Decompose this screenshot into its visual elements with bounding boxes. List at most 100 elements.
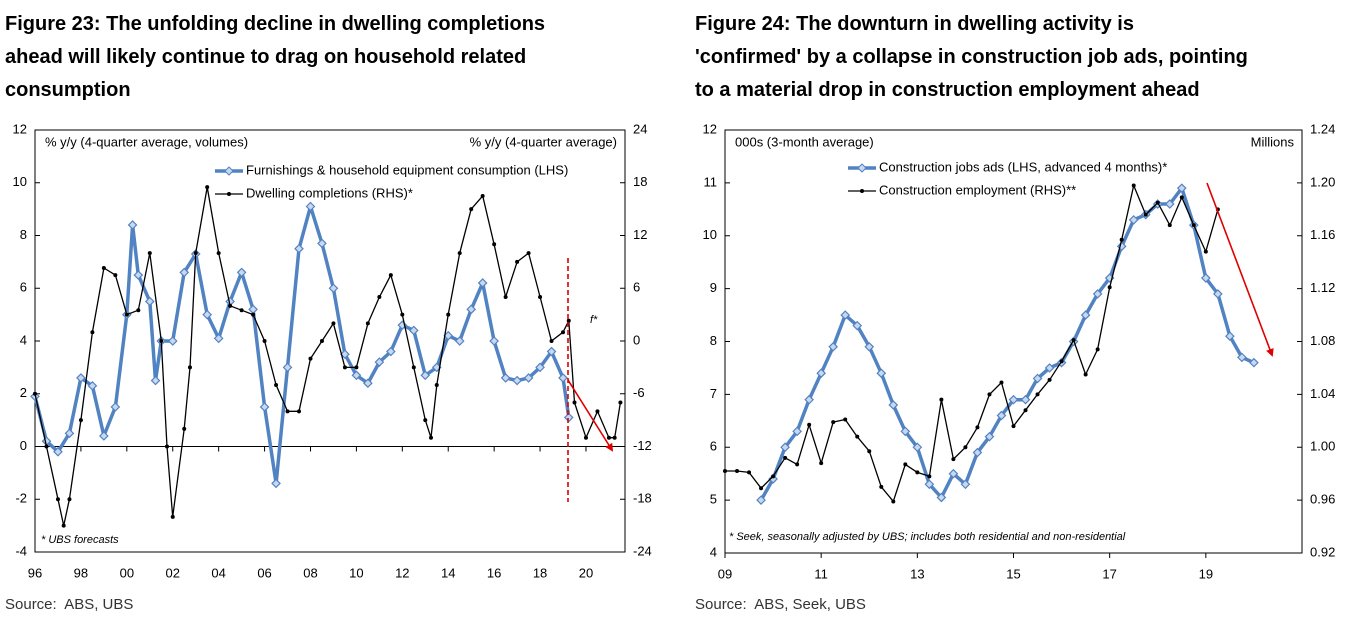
data-marker <box>305 201 316 212</box>
data-marker <box>900 426 911 437</box>
data-marker <box>888 400 899 410</box>
data-marker <box>783 455 788 460</box>
data-marker <box>90 330 95 335</box>
data-marker <box>972 447 983 458</box>
data-marker <box>187 365 192 370</box>
data-marker <box>182 426 187 431</box>
y-tick-label: 8 <box>710 333 717 348</box>
data-marker <box>147 251 152 256</box>
data-marker <box>1008 394 1019 405</box>
y-tick-label: 4 <box>20 332 27 347</box>
data-marker <box>1213 289 1223 299</box>
data-marker <box>377 295 382 300</box>
data-marker <box>612 435 617 440</box>
data-marker <box>205 185 210 190</box>
data-marker <box>807 422 812 427</box>
data-marker <box>454 336 465 346</box>
y2-tick-label: -24 <box>633 543 652 558</box>
data-marker <box>1047 377 1052 382</box>
data-marker <box>400 312 405 317</box>
chart-title: ahead will likely continue to drag on ho… <box>5 46 526 68</box>
data-marker <box>792 426 802 437</box>
data-marker <box>526 251 531 256</box>
data-marker <box>331 321 336 326</box>
data-marker <box>963 445 968 450</box>
data-marker <box>297 409 302 414</box>
data-marker <box>1249 357 1259 368</box>
source: Source: ABS, Seek, UBS <box>695 596 866 613</box>
data-marker <box>1225 331 1235 342</box>
data-marker <box>216 251 221 256</box>
data-marker <box>44 444 49 449</box>
data-marker <box>1191 223 1196 228</box>
data-marker <box>101 266 106 271</box>
x-tick-label: 11 <box>814 566 828 581</box>
chart-title: 'confirmed' by a collapse in constructio… <box>695 46 1248 68</box>
data-marker <box>113 273 118 278</box>
y-tick-label: 9 <box>710 280 717 295</box>
data-marker <box>1143 212 1148 217</box>
chart-title: Figure 23: The unfolding decline in dwel… <box>5 13 545 35</box>
data-marker <box>816 368 827 379</box>
data-marker <box>759 486 764 491</box>
legend-label: Dwelling completions (RHS)* <box>246 185 413 200</box>
data-marker <box>819 461 824 466</box>
y2-tick-label: 18 <box>633 174 647 189</box>
data-marker <box>535 362 545 373</box>
y-tick-label: 6 <box>710 439 717 454</box>
data-marker <box>33 391 37 396</box>
y2-tick-label: 0.92 <box>1310 544 1335 559</box>
data-marker <box>469 207 474 212</box>
data-marker <box>434 382 439 387</box>
data-marker <box>133 270 144 280</box>
data-marker <box>595 409 600 414</box>
data-marker <box>852 320 863 331</box>
data-marker <box>1035 392 1040 397</box>
data-marker <box>259 402 270 412</box>
data-marker <box>867 449 872 454</box>
data-marker <box>975 425 980 430</box>
data-marker <box>388 273 393 278</box>
data-marker <box>1011 424 1016 429</box>
x-tick-label: 12 <box>395 565 409 580</box>
data-marker <box>167 336 178 346</box>
y2-tick-label: 1.24 <box>1310 121 1335 136</box>
data-marker <box>924 479 935 490</box>
data-marker <box>1059 359 1064 364</box>
data-marker <box>466 304 477 315</box>
data-marker <box>558 373 568 383</box>
data-marker <box>939 397 944 402</box>
data-marker <box>294 243 304 254</box>
data-marker <box>618 400 623 405</box>
data-marker <box>828 341 839 352</box>
data-marker <box>228 303 233 308</box>
data-marker <box>780 442 790 453</box>
chart-title: Figure 24: The downturn in dwelling acti… <box>695 13 1134 35</box>
data-marker <box>996 410 1007 421</box>
data-marker <box>1092 289 1103 299</box>
data-marker <box>500 373 511 383</box>
data-marker <box>831 420 836 425</box>
y-tick-label: 7 <box>710 386 717 401</box>
x-tick-label: 15 <box>1006 566 1020 581</box>
data-marker <box>354 365 359 370</box>
data-marker <box>170 514 175 519</box>
footnote: * Seek, seasonally adjusted by UBS; incl… <box>729 531 1126 543</box>
data-marker <box>936 492 947 503</box>
data-marker <box>489 336 499 346</box>
chart-title: to a material drop in construction emplo… <box>695 79 1200 101</box>
data-marker <box>876 368 887 379</box>
data-marker <box>87 380 98 391</box>
data-marker <box>572 400 577 405</box>
x-tick-label: 16 <box>487 565 501 580</box>
data-marker <box>385 346 396 357</box>
y-tick-label: 10 <box>703 227 717 242</box>
y2-tick-label: 12 <box>633 227 647 242</box>
data-marker <box>566 318 571 323</box>
y2-tick-label: 1.12 <box>1310 280 1335 295</box>
y2-tick-label: 0 <box>633 332 640 347</box>
data-marker <box>239 308 244 313</box>
data-marker <box>1164 199 1175 209</box>
data-marker <box>795 462 800 467</box>
data-marker <box>193 251 198 256</box>
